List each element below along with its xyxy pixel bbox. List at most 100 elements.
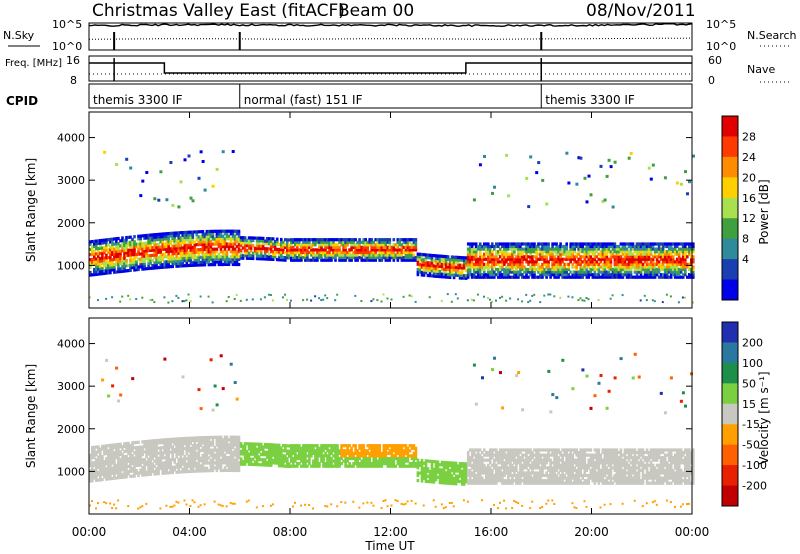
- power-cell: [593, 252, 597, 256]
- power-cell: [145, 267, 148, 271]
- power-cell: [551, 244, 554, 249]
- velocity-cell: [364, 459, 367, 463]
- velocity-cell: [288, 462, 291, 466]
- power-cell: [115, 249, 118, 254]
- power-cell: [472, 267, 476, 272]
- power-cell: [374, 248, 377, 252]
- power-cell: [573, 250, 576, 254]
- power-cell: [657, 242, 661, 246]
- power-cell: [438, 259, 442, 263]
- power-cell: [330, 245, 333, 249]
- power-cell: [127, 269, 130, 273]
- power-cell: [555, 250, 558, 254]
- power-cell: [677, 257, 681, 261]
- velocity-cell: [380, 507, 383, 510]
- velocity-cell: [157, 446, 160, 450]
- power-cell: [519, 265, 522, 269]
- power-cell: [559, 252, 562, 256]
- power-cell: [537, 252, 540, 256]
- power-cell: [613, 270, 617, 274]
- power-cell: [229, 232, 233, 236]
- power-cell: [470, 265, 474, 269]
- velocity-cell: [111, 466, 114, 470]
- power-cell: [509, 267, 512, 272]
- velocity-cell: [193, 464, 197, 468]
- velocity-cell: [340, 449, 343, 453]
- power-cell: [338, 253, 341, 257]
- velocity-cell: [91, 448, 94, 452]
- velocity-cell: [364, 449, 367, 453]
- velocity-cell: [225, 438, 229, 442]
- velocity-cell: [326, 462, 329, 466]
- power-cell: [509, 275, 512, 279]
- power-cell: [376, 248, 379, 252]
- velocity-cell: [394, 499, 397, 502]
- power-cell: [129, 256, 132, 260]
- power-cell: [374, 258, 377, 262]
- velocity-cell: [149, 465, 152, 469]
- velocity-cell: [322, 444, 325, 448]
- power-cell: [177, 231, 180, 235]
- power-cell: [233, 260, 237, 264]
- nsky-series-line: [89, 22, 693, 28]
- velocity-cell: [201, 459, 205, 463]
- power-cell: [440, 272, 444, 276]
- power-cell: [89, 296, 91, 299]
- power-cell: [474, 252, 478, 256]
- power-cell: [340, 250, 343, 255]
- velocity-cell: [139, 448, 142, 452]
- power-cell: [591, 247, 595, 251]
- power-cell: [555, 267, 558, 272]
- velocity-cell: [314, 456, 317, 461]
- power-cell: [414, 243, 418, 247]
- power-cell: [545, 202, 549, 206]
- power-cell: [265, 237, 269, 241]
- power-cell: [468, 270, 472, 274]
- velocity-cell: [151, 457, 154, 461]
- power-cell: [601, 267, 605, 272]
- power-cell: [446, 293, 449, 296]
- velocity-cell: [91, 461, 94, 465]
- power-cell: [113, 247, 116, 251]
- power-cell: [163, 263, 166, 267]
- velocity-cell: [125, 472, 128, 476]
- velocity-cell: [225, 456, 229, 460]
- power-cell: [553, 270, 556, 274]
- power-cell: [686, 250, 689, 254]
- power-cell: [607, 262, 611, 266]
- velocity-cell: [145, 442, 148, 446]
- power-cell: [193, 253, 197, 257]
- power-cell: [161, 232, 164, 236]
- power-cell: [525, 244, 528, 249]
- velocity-cell: [402, 459, 406, 463]
- velocity-cell: [271, 458, 275, 462]
- power-cell: [111, 265, 114, 269]
- power-cell: [466, 242, 470, 246]
- power-cell: [416, 267, 420, 272]
- power-cell: [342, 256, 345, 260]
- velocity-cell: [382, 451, 386, 455]
- velocity-cell: [320, 449, 323, 453]
- power-cell: [125, 246, 128, 250]
- power-cell: [649, 273, 653, 277]
- power-cell: [619, 250, 623, 254]
- power-cell: [476, 265, 480, 269]
- velocity-cell: [169, 460, 172, 464]
- power-cell: [505, 244, 508, 249]
- power-cell: [400, 250, 404, 255]
- power-cell: [521, 242, 524, 246]
- velocity-cell: [273, 448, 277, 452]
- power-cell: [454, 293, 457, 296]
- power-cell: [639, 252, 643, 256]
- velocity-cell: [169, 458, 172, 462]
- power-cell: [382, 248, 386, 252]
- power-cell: [515, 262, 518, 266]
- power-cell: [115, 163, 119, 166]
- power-cell: [523, 250, 526, 254]
- power-cell: [545, 244, 548, 249]
- power-cell: [671, 262, 675, 266]
- power-cell: [643, 252, 647, 256]
- power-cell: [483, 275, 486, 279]
- power-cell: [669, 265, 673, 269]
- power-cell: [101, 249, 104, 253]
